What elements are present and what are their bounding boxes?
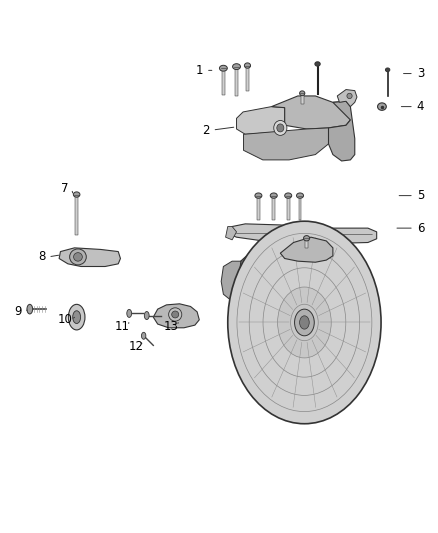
Bar (305, 238, 308, 248)
Text: 5: 5 (417, 189, 424, 202)
Bar (301, 93, 304, 104)
Polygon shape (237, 261, 274, 294)
Polygon shape (337, 90, 357, 107)
Text: 12: 12 (128, 340, 143, 353)
Ellipse shape (315, 62, 320, 66)
Text: 10: 10 (57, 313, 72, 326)
Text: 3: 3 (417, 67, 424, 80)
Text: 8: 8 (38, 251, 45, 263)
Ellipse shape (385, 68, 390, 71)
Ellipse shape (278, 287, 331, 358)
Ellipse shape (219, 66, 227, 71)
Bar (287, 196, 290, 220)
Polygon shape (228, 224, 377, 244)
Ellipse shape (300, 316, 309, 329)
Bar (272, 196, 275, 220)
Text: 6: 6 (417, 222, 424, 235)
Polygon shape (226, 227, 237, 240)
Text: 4: 4 (417, 100, 424, 113)
Ellipse shape (297, 193, 304, 198)
Bar (235, 67, 238, 96)
Polygon shape (237, 251, 372, 390)
Bar (222, 68, 225, 95)
Ellipse shape (255, 193, 262, 198)
Ellipse shape (290, 304, 318, 341)
Ellipse shape (277, 124, 284, 132)
Polygon shape (221, 261, 241, 300)
Ellipse shape (172, 311, 179, 318)
Bar (257, 196, 260, 220)
Ellipse shape (68, 304, 85, 330)
Polygon shape (272, 96, 350, 129)
Ellipse shape (347, 93, 352, 99)
Ellipse shape (141, 333, 146, 340)
Ellipse shape (70, 249, 86, 265)
Text: 1: 1 (195, 64, 203, 77)
Text: 7: 7 (61, 182, 69, 195)
Polygon shape (244, 128, 328, 160)
Text: 13: 13 (163, 320, 178, 333)
Ellipse shape (74, 253, 82, 261)
Ellipse shape (127, 309, 131, 318)
Ellipse shape (304, 236, 310, 241)
Ellipse shape (145, 311, 149, 320)
Ellipse shape (294, 309, 314, 336)
Polygon shape (328, 101, 355, 161)
Ellipse shape (27, 304, 32, 314)
Ellipse shape (73, 192, 80, 197)
Polygon shape (280, 237, 333, 262)
Polygon shape (237, 107, 285, 134)
Ellipse shape (244, 63, 251, 68)
Ellipse shape (274, 120, 287, 135)
Ellipse shape (285, 193, 292, 198)
Ellipse shape (73, 311, 81, 324)
Ellipse shape (233, 63, 240, 70)
Text: 11: 11 (114, 320, 129, 333)
Text: 9: 9 (14, 305, 21, 318)
Ellipse shape (228, 221, 381, 424)
Polygon shape (59, 248, 120, 266)
Ellipse shape (270, 193, 277, 198)
Bar (299, 196, 301, 220)
Polygon shape (153, 304, 199, 328)
Text: 2: 2 (202, 124, 210, 136)
Bar (75, 195, 78, 235)
Ellipse shape (300, 91, 305, 96)
Ellipse shape (169, 308, 182, 321)
Ellipse shape (378, 103, 386, 110)
Bar (246, 66, 249, 91)
